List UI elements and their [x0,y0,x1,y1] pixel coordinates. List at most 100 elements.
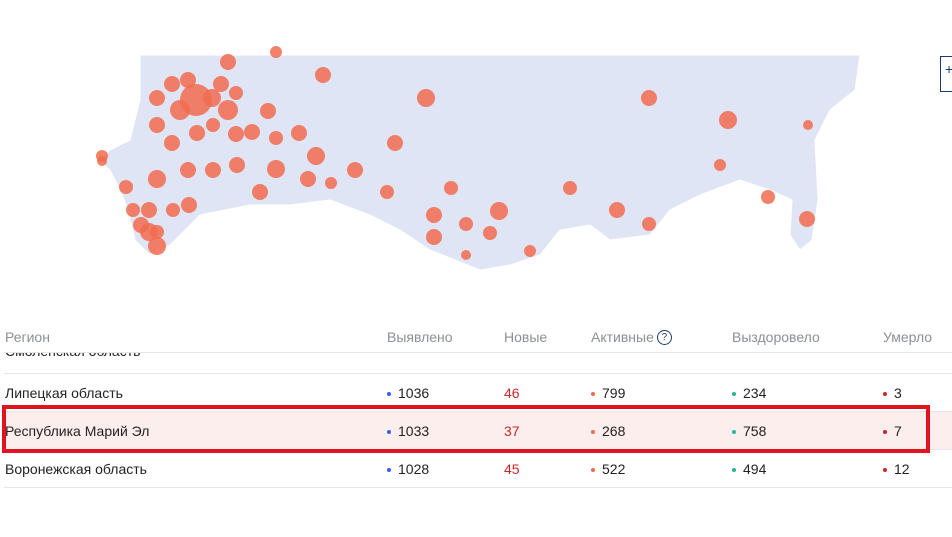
died-value-wrap: 3 [883,385,902,401]
region-bubble[interactable] [164,76,180,92]
region-bubble[interactable] [181,197,197,213]
region-bubble[interactable] [641,90,657,106]
recovered-value-wrap: 758 [732,423,766,439]
new-cell: 30 [503,352,590,374]
region-bubble[interactable] [803,120,813,130]
col-recovered[interactable]: Выздоровело [731,322,882,353]
region-bubble[interactable] [461,250,471,260]
russia-land [97,54,861,271]
region-cell: Смоленская область [4,352,386,374]
region-bubble[interactable] [220,54,236,70]
region-bubble[interactable] [426,229,442,245]
region-bubble[interactable] [141,202,157,218]
region-name: Республика Марий Эл [5,422,150,439]
table-row[interactable]: Воронежская область 1028 45 522 494 12 [4,449,952,488]
table-row[interactable]: Смоленская область 1044 30 732 302 10 [4,352,952,374]
active-dot [591,429,595,434]
region-bubble[interactable] [164,135,180,151]
recovered-dot [732,391,736,396]
detected-value: 1033 [398,422,430,439]
region-bubble[interactable] [148,170,166,188]
region-bubble[interactable] [609,202,625,218]
region-bubble[interactable] [126,203,140,217]
region-bubble[interactable] [229,157,245,173]
region-bubble[interactable] [213,76,229,92]
region-bubble[interactable] [761,190,775,204]
region-name: Смоленская область [5,353,140,360]
new-value: 30 [504,353,520,355]
region-bubble[interactable] [483,226,497,240]
detected-dot [387,391,391,396]
region-bubble[interactable] [563,181,577,195]
region-bubble[interactable] [229,86,243,100]
active-cell: 522 [590,449,731,488]
region-bubble[interactable] [149,90,165,106]
region-bubble[interactable] [252,184,268,200]
region-bubble[interactable] [315,67,331,83]
new-value: 45 [504,460,520,477]
region-bubble[interactable] [170,100,190,120]
region-bubble[interactable] [203,89,221,107]
detected-value: 1044 [398,353,429,355]
col-died[interactable]: Умерло [882,322,952,353]
region-bubble[interactable] [291,125,307,141]
region-bubble[interactable] [260,103,276,119]
col-new[interactable]: Новые [503,322,590,353]
col-detected[interactable]: Выявлено [386,322,503,353]
region-bubble[interactable] [270,46,282,58]
region-bubble[interactable] [218,100,238,120]
region-bubble[interactable] [719,111,737,129]
died-value: 7 [894,422,902,439]
recovered-dot [732,467,736,472]
region-bubble[interactable] [166,203,180,217]
region-bubble[interactable] [269,131,283,145]
active-cell: 732 [590,352,731,374]
region-bubble[interactable] [307,147,325,165]
died-cell: 10 [882,352,952,374]
region-bubble[interactable] [714,159,726,171]
region-bubble[interactable] [799,211,815,227]
region-bubble[interactable] [148,237,166,255]
col-region[interactable]: Регион [4,322,386,353]
region-bubble[interactable] [206,118,220,132]
col-active[interactable]: Активные? [590,322,731,353]
region-bubble[interactable] [490,202,508,220]
region-name: Воронежская область [5,460,147,477]
region-bubble[interactable] [444,181,458,195]
region-bubble[interactable] [267,160,285,178]
region-bubble[interactable] [180,72,196,88]
region-bubble[interactable] [149,117,165,133]
region-bubble[interactable] [119,180,133,194]
zoom-in-button[interactable]: + [940,56,952,92]
region-bubble[interactable] [189,125,205,141]
new-value-wrap: 37 [504,423,520,439]
region-bubble[interactable] [380,185,394,199]
died-dot [883,467,887,472]
region-bubble[interactable] [228,126,244,142]
region-bubble[interactable] [150,225,164,239]
region-bubble[interactable] [524,245,536,257]
region-bubble[interactable] [387,135,403,151]
region-bubble[interactable] [417,89,435,107]
died-value: 12 [894,460,910,477]
new-value-wrap: 45 [504,461,520,477]
region-bubble[interactable] [205,162,221,178]
region-bubble[interactable] [97,156,107,166]
recovered-value-wrap: 494 [732,461,766,477]
table-row[interactable]: Республика Марий Эл 1033 37 268 758 7 [4,411,952,450]
region-bubble[interactable] [642,217,656,231]
active-value-wrap: 799 [591,385,625,401]
region-bubble[interactable] [244,124,260,140]
region-bubble[interactable] [180,162,196,178]
region-name: Липецкая область [5,384,123,401]
active-value-wrap: 268 [591,423,625,439]
recovered-value-wrap: 302 [732,353,766,360]
detected-value: 1028 [398,460,430,477]
region-bubble[interactable] [347,162,363,178]
region-bubble[interactable] [300,171,316,187]
covid-map[interactable] [0,0,952,300]
region-bubble[interactable] [325,177,337,189]
region-bubble[interactable] [426,207,442,223]
region-bubble[interactable] [459,217,473,231]
help-icon[interactable]: ? [656,330,672,346]
